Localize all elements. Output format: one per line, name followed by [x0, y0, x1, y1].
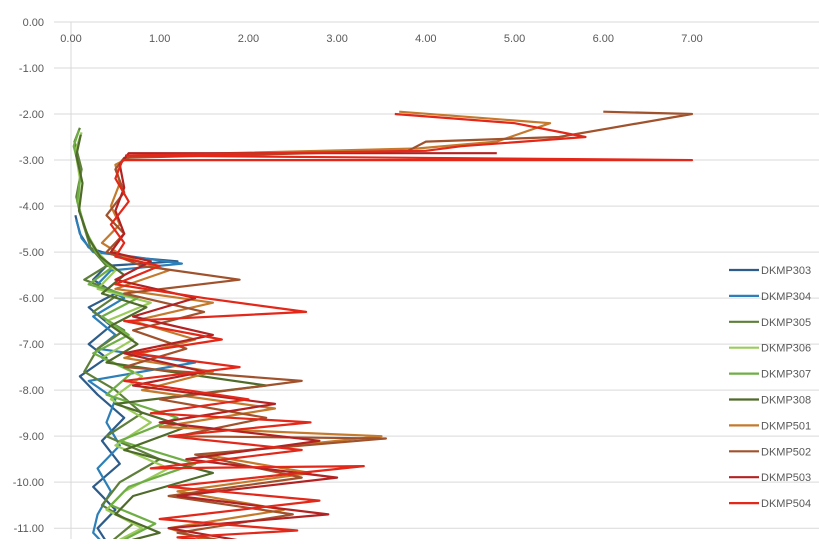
series-line-dkmp503 — [109, 152, 497, 539]
y-tick-label: -7.00 — [19, 339, 44, 351]
x-tick-label: 7.00 — [681, 33, 702, 45]
y-tick-label: -1.00 — [19, 63, 44, 75]
legend-label: DKMP304 — [761, 291, 811, 303]
y-tick-label: -5.00 — [19, 247, 44, 259]
x-tick-label: 3.00 — [326, 33, 347, 45]
legend-label: DKMP501 — [761, 420, 811, 432]
series-line-dkmp308 — [75, 134, 268, 539]
y-tick-label: -6.00 — [19, 293, 44, 305]
x-tick-label: 1.00 — [149, 33, 170, 45]
y-tick-label: -8.00 — [19, 385, 44, 397]
legend: DKMP303 DKMP304 DKMP305 DKMP306 DKMP307 DKMP3… — [729, 265, 811, 510]
y-tick-label: -4.00 — [19, 201, 44, 213]
legend-label: DKMP307 — [761, 369, 811, 381]
legend-label: DKMP308 — [761, 395, 811, 407]
legend-label: DKMP503 — [761, 472, 811, 484]
y-tick-label: 0.00 — [23, 17, 44, 29]
series-lines — [72, 110, 694, 539]
legend-label: DKMP305 — [761, 317, 811, 329]
y-tick-label: -9.00 — [19, 431, 44, 443]
x-tick-label: 6.00 — [593, 33, 614, 45]
x-tick-label: 4.00 — [415, 33, 436, 45]
axes: 0.00 -1.00 -2.00 -3.00 -4.00 -5.00 -6.00 -7.00 -… — [13, 17, 819, 539]
legend-label: DKMP303 — [761, 265, 811, 277]
y-tick-label: -10.00 — [13, 477, 44, 489]
y-tick-label: -2.00 — [19, 109, 44, 121]
x-tick-label: 0.00 — [60, 33, 81, 45]
legend-label: DKMP306 — [761, 343, 811, 355]
x-tick-label: 2.00 — [238, 33, 259, 45]
legend-label: DKMP504 — [761, 498, 811, 510]
y-tick-label: -3.00 — [19, 155, 44, 167]
legend-label: DKMP502 — [761, 446, 811, 458]
series-line-dkmp504 — [109, 112, 694, 539]
x-tick-label: 5.00 — [504, 33, 525, 45]
y-tick-label: -11.00 — [14, 523, 44, 535]
